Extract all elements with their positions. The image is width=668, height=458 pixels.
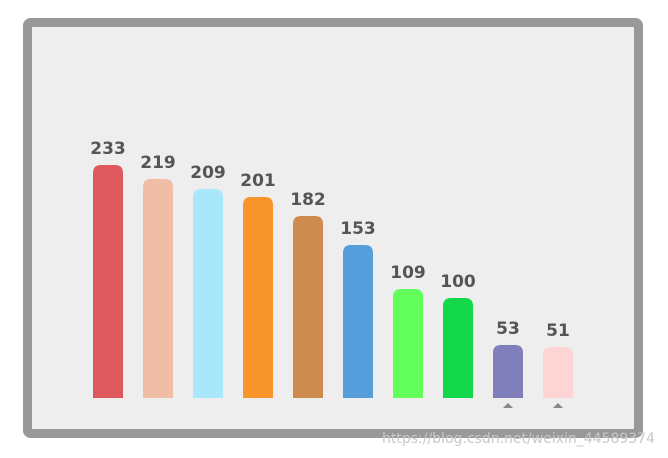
watermark: https://blog.csdn.net/weixin_44589374	[382, 431, 655, 447]
value-label: 219	[140, 153, 176, 173]
bar	[393, 289, 423, 398]
frame	[23, 18, 643, 438]
bar	[543, 347, 573, 398]
value-label: 53	[496, 319, 520, 339]
value-label: 51	[546, 321, 570, 341]
marker	[553, 403, 563, 408]
marker	[503, 403, 513, 408]
value-label: 153	[340, 219, 376, 239]
value-label: 109	[390, 263, 426, 283]
bar	[493, 345, 523, 398]
value-label: 100	[440, 272, 476, 292]
bar	[193, 189, 223, 398]
bar	[143, 179, 173, 398]
value-label: 182	[290, 190, 326, 210]
bar	[93, 165, 123, 398]
bar	[243, 197, 273, 398]
value-label: 201	[240, 171, 276, 191]
bar	[293, 216, 323, 398]
value-label: 209	[190, 163, 226, 183]
bar	[343, 245, 373, 398]
bar	[443, 298, 473, 398]
value-label: 233	[90, 139, 126, 159]
